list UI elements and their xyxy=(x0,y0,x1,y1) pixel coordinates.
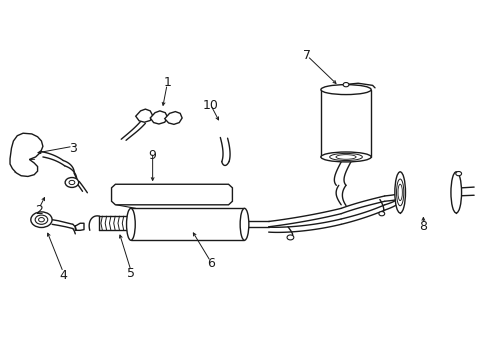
Ellipse shape xyxy=(394,172,405,213)
Ellipse shape xyxy=(126,208,135,240)
Text: 3: 3 xyxy=(69,141,77,154)
Text: 10: 10 xyxy=(203,99,218,112)
Text: 2: 2 xyxy=(35,204,43,217)
Text: 9: 9 xyxy=(148,149,156,162)
Ellipse shape xyxy=(450,172,461,213)
Circle shape xyxy=(343,82,348,87)
Text: 5: 5 xyxy=(126,267,135,280)
Circle shape xyxy=(31,212,52,228)
Polygon shape xyxy=(164,112,182,124)
Text: 8: 8 xyxy=(419,220,427,233)
Circle shape xyxy=(39,217,44,222)
Ellipse shape xyxy=(240,208,248,240)
Circle shape xyxy=(35,215,48,224)
Polygon shape xyxy=(136,109,152,122)
Polygon shape xyxy=(10,133,43,176)
Text: 4: 4 xyxy=(59,269,67,282)
Circle shape xyxy=(378,212,384,216)
Text: 1: 1 xyxy=(163,76,171,89)
Circle shape xyxy=(455,171,461,176)
Polygon shape xyxy=(150,111,167,124)
Text: 7: 7 xyxy=(303,49,311,62)
Circle shape xyxy=(286,235,293,240)
Circle shape xyxy=(65,177,79,188)
Circle shape xyxy=(69,180,75,185)
Ellipse shape xyxy=(320,152,370,162)
Ellipse shape xyxy=(320,85,370,95)
Text: 6: 6 xyxy=(206,257,214,270)
Polygon shape xyxy=(111,184,232,205)
